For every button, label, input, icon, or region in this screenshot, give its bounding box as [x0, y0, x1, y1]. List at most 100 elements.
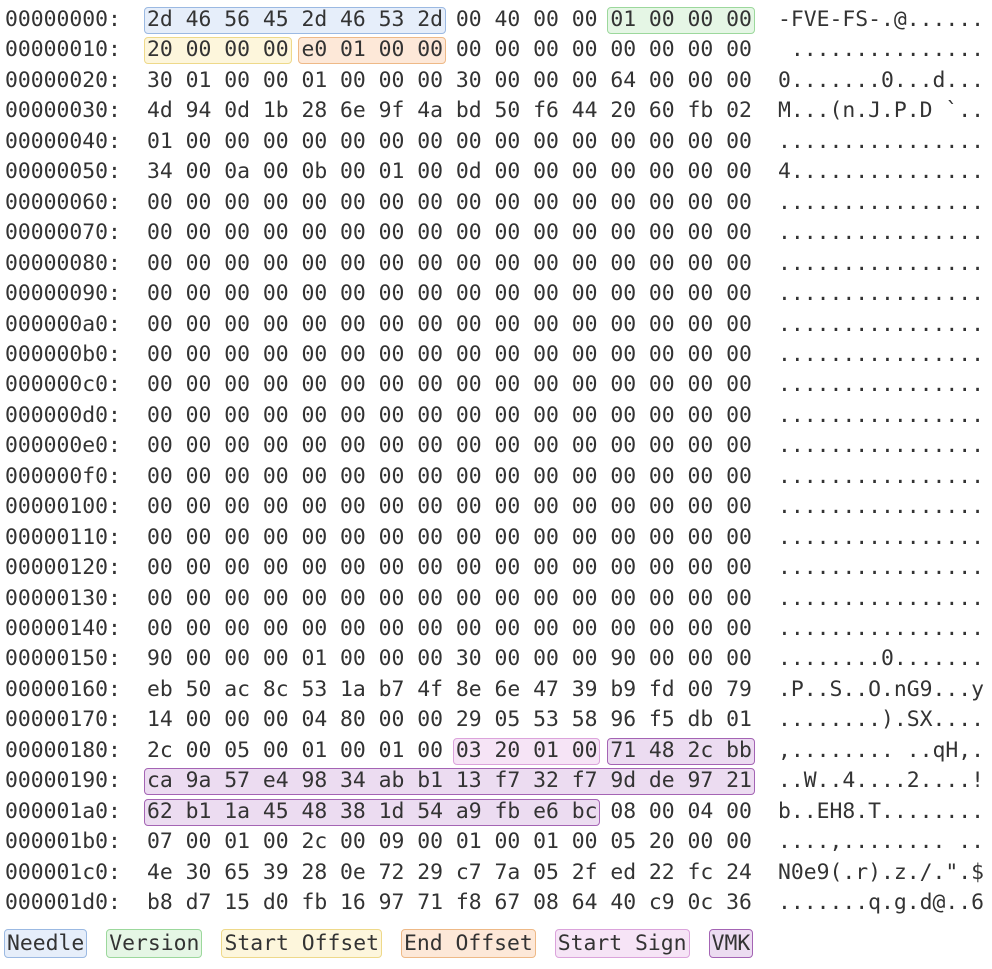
hex-byte: 00: [417, 220, 444, 246]
hex-byte: 01: [340, 37, 366, 63]
hex-byte: 00: [378, 616, 405, 641]
hex-byte: 04: [301, 707, 328, 733]
hex-byte: 00: [262, 311, 289, 337]
hex-byte: 94: [185, 98, 212, 124]
hex-byte: fb: [494, 798, 521, 824]
hex-byte: 13: [455, 768, 482, 794]
hex-byte: 0a: [224, 159, 250, 185]
hex-byte: 00: [185, 189, 212, 215]
ascii: .......q.g.d@..6: [778, 890, 985, 916]
ascii: ,........ ..qH,.: [778, 737, 985, 763]
hex-byte: a9: [455, 798, 482, 824]
hex-byte: b7: [378, 676, 405, 702]
hex-byte: 00: [455, 463, 482, 489]
hex-byte: 30: [455, 67, 482, 93]
hex-byte: 00: [340, 372, 366, 398]
hex-byte: e4: [262, 768, 289, 794]
hex-byte: 47: [533, 676, 559, 702]
hex-byte: 00: [687, 616, 714, 641]
hex-byte: 00: [262, 341, 289, 367]
hex-byte: ac: [224, 676, 250, 702]
hex-byte: 00: [455, 433, 482, 459]
ascii: ................: [778, 402, 985, 428]
hex-byte: 00: [378, 37, 405, 63]
hex-byte: 00: [224, 341, 250, 367]
hex-byte: 00: [494, 646, 521, 672]
hex-byte: 00: [610, 250, 637, 276]
hex-byte: 00: [533, 311, 559, 337]
hex-byte: 34: [147, 159, 173, 185]
hex-byte: 00: [494, 494, 521, 520]
hex-byte: 00: [533, 281, 559, 307]
hex-byte: 9d: [610, 768, 637, 794]
hex-byte: 00: [262, 737, 289, 763]
offset: 000000c0:: [5, 372, 121, 398]
hex-byte: 45: [262, 7, 289, 32]
hex-byte: 00: [533, 646, 559, 672]
hex-byte: 00: [378, 524, 405, 550]
hex-byte: 00: [185, 402, 212, 428]
hex-byte: 32: [533, 768, 559, 794]
hex-byte: 00: [378, 402, 405, 428]
hex-byte: bb: [726, 737, 752, 763]
hex-byte: 00: [455, 372, 482, 398]
hex-byte: 00: [147, 524, 173, 550]
hex-byte: 00: [455, 189, 482, 215]
legend-entry: Start Sign: [554, 929, 690, 958]
hex-byte: 00: [417, 341, 444, 367]
hex-byte: b9: [610, 676, 637, 702]
highlight: [298, 37, 446, 65]
hex-byte: 00: [185, 311, 212, 337]
ascii: ................: [778, 250, 985, 276]
hex-byte: 00: [610, 372, 637, 398]
hex-byte: 00: [417, 616, 444, 641]
hex-byte: 00: [340, 220, 366, 246]
hex-byte: 00: [533, 402, 559, 428]
hex-byte: 00: [610, 585, 637, 611]
hex-byte: 00: [185, 524, 212, 550]
hex-byte: 54: [417, 798, 444, 824]
hex-byte: 53: [533, 707, 559, 733]
offset: 00000050:: [5, 159, 121, 185]
hex-byte: 90: [147, 646, 173, 672]
legend-entry: Needle: [4, 929, 88, 958]
hex-byte: 00: [224, 463, 250, 489]
ascii: ................: [778, 494, 985, 520]
hex-byte: 64: [610, 67, 637, 93]
hex-byte: 00: [687, 646, 714, 672]
hex-byte: 22: [648, 859, 675, 885]
hex-byte: 00: [494, 189, 521, 215]
hex-byte: 00: [301, 189, 328, 215]
hex-byte: 00: [147, 433, 173, 459]
hex-byte: 00: [455, 341, 482, 367]
offset: 00000130:: [5, 585, 121, 611]
hex-byte: 00: [648, 7, 675, 32]
hex-byte: 00: [224, 616, 250, 641]
hex-byte: 08: [610, 798, 637, 824]
hex-byte: 2d: [301, 7, 328, 32]
hex-byte: 00: [533, 616, 559, 641]
hex-byte: 00: [648, 250, 675, 276]
hex-byte: 00: [224, 433, 250, 459]
ascii: ........).SX....: [778, 707, 985, 733]
hex-byte: 00: [378, 220, 405, 246]
hex-byte: 40: [494, 7, 521, 32]
offset: 00000150:: [5, 646, 121, 672]
hex-byte: 00: [224, 37, 250, 63]
offset: 00000170:: [5, 707, 121, 733]
hex-byte: 00: [147, 281, 173, 307]
hex-byte: 00: [417, 250, 444, 276]
hex-byte: 00: [648, 311, 675, 337]
hex-byte: 00: [262, 707, 289, 733]
hex-byte: bd: [455, 98, 482, 124]
hex-byte: 00: [340, 250, 366, 276]
ascii: 0.......0...d...: [778, 67, 985, 93]
hex-byte: c9: [648, 890, 675, 916]
hex-byte: 00: [494, 463, 521, 489]
hex-byte: 00: [687, 676, 714, 702]
hex-byte: 08: [533, 890, 559, 916]
hex-byte: 24: [726, 859, 752, 885]
hex-byte: 00: [455, 250, 482, 276]
offset: 00000140:: [5, 616, 121, 641]
offset: 000000d0:: [5, 402, 121, 428]
